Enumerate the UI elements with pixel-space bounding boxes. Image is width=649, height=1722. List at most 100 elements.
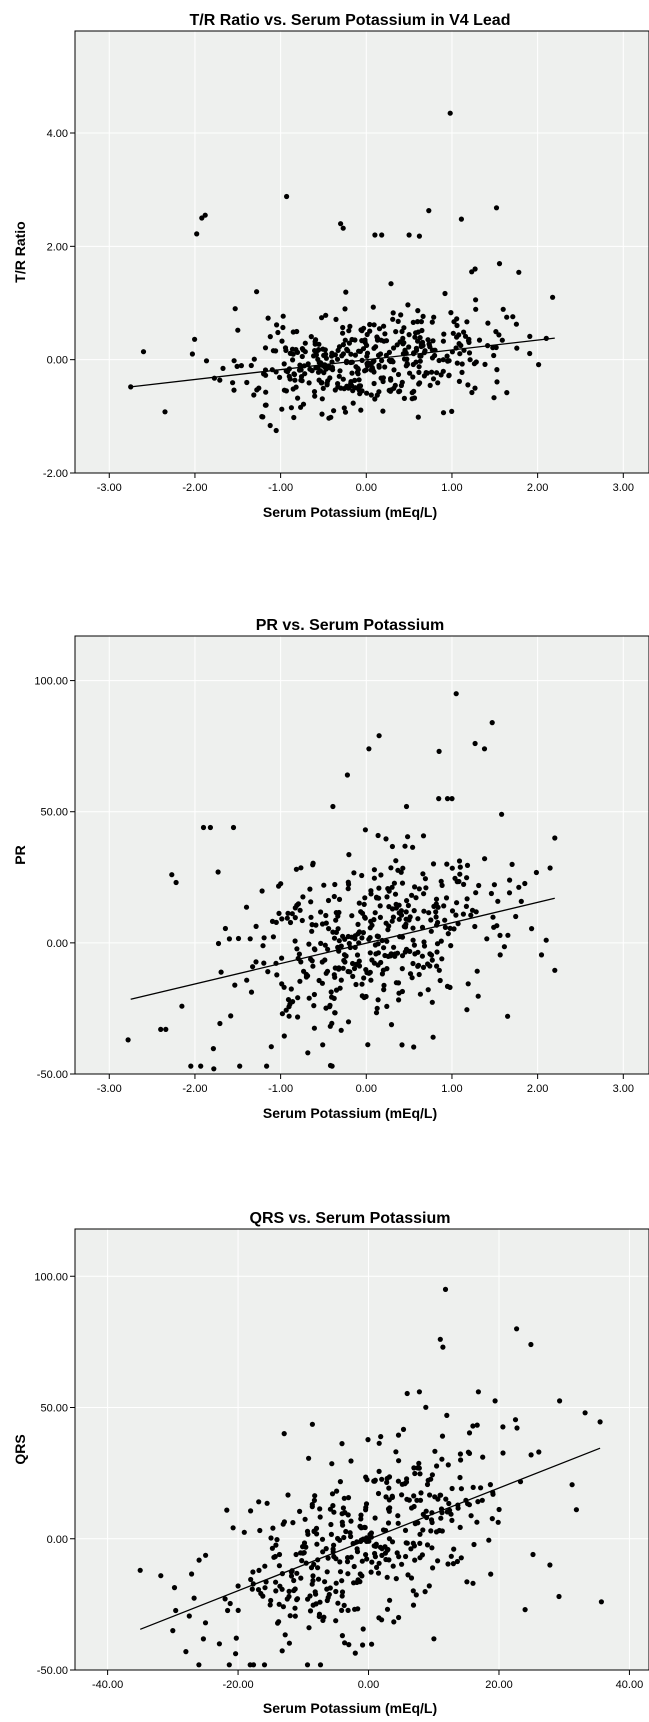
data-point <box>449 796 455 802</box>
data-point <box>452 875 458 881</box>
data-point <box>513 321 520 327</box>
data-point <box>352 352 358 358</box>
data-point <box>416 1465 422 1471</box>
data-point <box>308 334 314 340</box>
data-point <box>442 290 448 297</box>
data-point <box>364 353 370 359</box>
data-point <box>282 1632 288 1638</box>
data-point <box>258 1590 264 1597</box>
data-point <box>386 357 392 363</box>
data-point <box>273 1542 279 1548</box>
data-point <box>381 945 387 951</box>
data-point <box>338 943 344 949</box>
data-point <box>440 368 446 374</box>
data-point <box>449 908 456 914</box>
data-point <box>432 1448 438 1454</box>
data-point <box>371 867 377 873</box>
data-point <box>348 1533 354 1540</box>
data-point <box>464 875 470 881</box>
data-point <box>326 415 332 421</box>
data-point <box>319 921 326 927</box>
data-point <box>291 1577 297 1584</box>
data-point <box>465 981 471 987</box>
data-point <box>308 914 314 920</box>
data-point <box>357 1579 363 1585</box>
data-point <box>339 1589 346 1595</box>
data-point <box>284 1596 290 1602</box>
data-point <box>365 1042 371 1048</box>
data-point <box>363 1507 369 1513</box>
data-point <box>343 289 349 295</box>
data-point <box>399 1042 405 1048</box>
data-point <box>420 1527 426 1533</box>
data-point <box>373 344 379 350</box>
data-point <box>404 1390 410 1397</box>
data-point <box>402 843 408 849</box>
data-point <box>480 1454 486 1460</box>
data-point <box>335 913 341 919</box>
data-point <box>286 1640 292 1646</box>
data-point <box>388 951 394 957</box>
chart-title: T/R Ratio vs. Serum Potassium in V4 Lead <box>190 12 511 29</box>
data-point <box>447 110 453 116</box>
data-point <box>273 348 279 354</box>
data-point <box>276 1551 283 1558</box>
data-point <box>450 1561 456 1567</box>
x-axis-label: Serum Potassium (mEq/L) <box>263 1700 437 1716</box>
data-point <box>410 319 416 325</box>
data-point <box>230 1525 236 1531</box>
data-point <box>444 861 450 867</box>
data-point <box>353 981 359 988</box>
data-point <box>459 369 465 375</box>
data-point <box>432 1494 438 1500</box>
data-point <box>381 982 387 989</box>
data-point <box>418 1490 424 1496</box>
data-point <box>527 333 533 339</box>
data-point <box>360 1642 366 1648</box>
data-point <box>419 953 425 959</box>
data-point <box>433 909 439 915</box>
y-axis-label: PR <box>12 845 28 864</box>
data-point <box>290 351 296 357</box>
data-point <box>470 1580 476 1586</box>
data-point <box>403 1479 410 1485</box>
data-point <box>522 1607 528 1613</box>
data-point <box>376 1468 382 1474</box>
data-point <box>412 1470 418 1477</box>
data-point <box>293 866 299 872</box>
data-point <box>416 971 422 978</box>
data-point <box>389 918 395 924</box>
data-point <box>400 1426 407 1432</box>
data-point <box>286 1004 292 1010</box>
data-point <box>298 959 304 965</box>
data-point <box>434 941 441 947</box>
data-point <box>388 1022 395 1028</box>
y-axis-label: T/R Ratio <box>12 221 28 282</box>
data-point <box>309 367 315 373</box>
data-point <box>358 909 364 915</box>
data-point <box>302 340 308 346</box>
data-point <box>343 1528 349 1535</box>
data-point <box>310 1578 316 1584</box>
data-point <box>279 916 285 922</box>
data-point <box>371 380 377 387</box>
x-tick-label: 2.00 <box>527 482 548 494</box>
data-point <box>401 325 407 331</box>
data-point <box>372 910 378 916</box>
data-point <box>364 1477 370 1483</box>
data-point <box>373 951 379 957</box>
data-point <box>162 409 168 415</box>
data-point <box>454 322 460 329</box>
data-point <box>466 1430 473 1436</box>
data-point <box>251 392 257 398</box>
data-point <box>468 912 474 918</box>
data-point <box>294 902 300 909</box>
data-point <box>217 377 223 383</box>
data-point <box>514 345 520 351</box>
data-point <box>364 331 370 338</box>
data-point <box>475 1389 481 1395</box>
data-point <box>428 1528 434 1534</box>
data-point <box>297 978 303 984</box>
data-point <box>415 949 421 955</box>
data-point <box>235 1607 241 1613</box>
